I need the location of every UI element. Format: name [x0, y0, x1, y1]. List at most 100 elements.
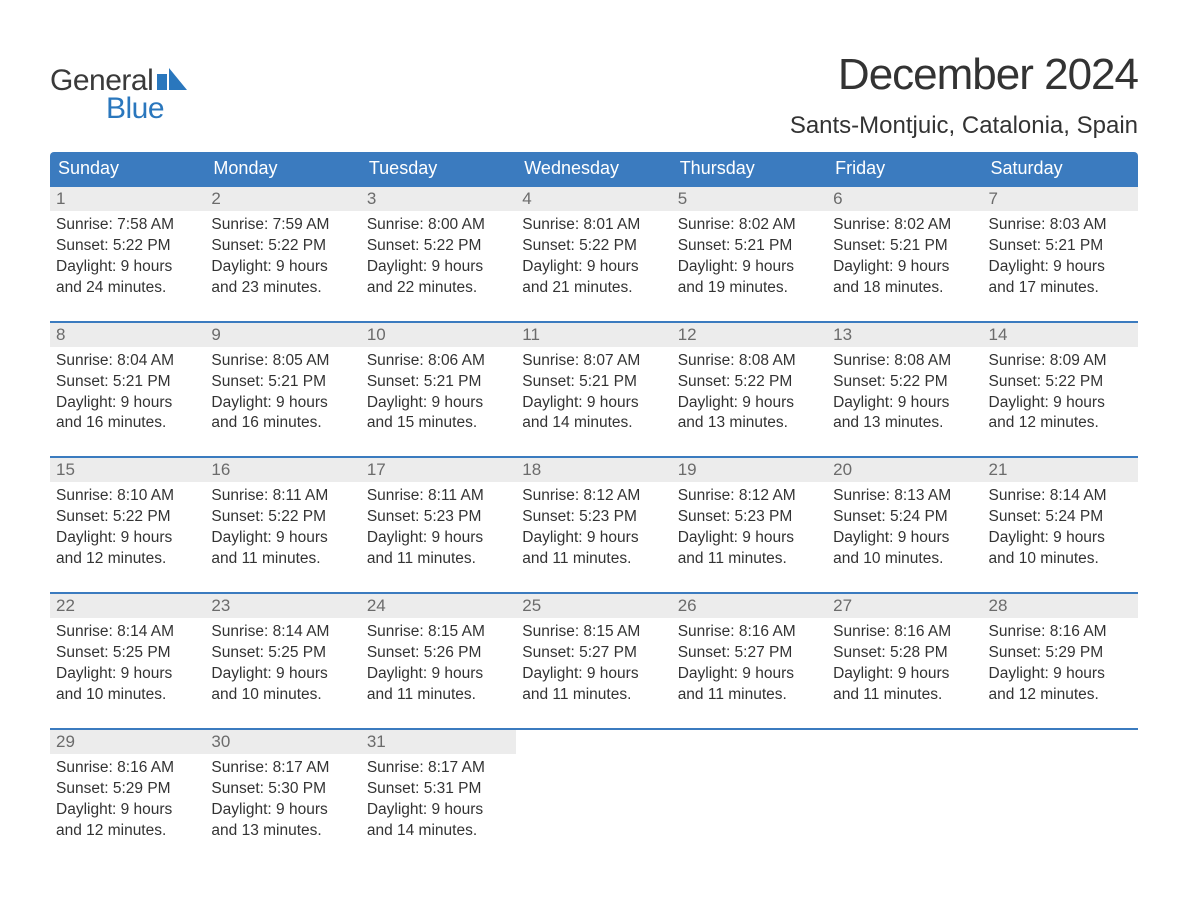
sunrise-text: Sunrise: 8:17 AM: [211, 758, 354, 779]
sunrise-text: Sunrise: 8:08 AM: [678, 351, 821, 372]
sunset-text: Sunset: 5:23 PM: [522, 507, 665, 528]
day-body: Sunrise: 8:11 AMSunset: 5:22 PMDaylight:…: [205, 482, 360, 570]
calendar-day: 29Sunrise: 8:16 AMSunset: 5:29 PMDayligh…: [50, 730, 205, 842]
calendar-day: 15Sunrise: 8:10 AMSunset: 5:22 PMDayligh…: [50, 458, 205, 570]
daylight-text-2: and 13 minutes.: [833, 413, 976, 434]
calendar-day: 12Sunrise: 8:08 AMSunset: 5:22 PMDayligh…: [672, 323, 827, 435]
calendar-day: [672, 730, 827, 842]
sunset-text: Sunset: 5:21 PM: [678, 236, 821, 257]
day-body: Sunrise: 8:13 AMSunset: 5:24 PMDaylight:…: [827, 482, 982, 570]
sunrise-text: Sunrise: 8:10 AM: [56, 486, 199, 507]
sunrise-text: Sunrise: 8:02 AM: [833, 215, 976, 236]
calendar-day: 2Sunrise: 7:59 AMSunset: 5:22 PMDaylight…: [205, 187, 360, 299]
daylight-text-2: and 11 minutes.: [211, 549, 354, 570]
daylight-text-1: Daylight: 9 hours: [367, 664, 510, 685]
sunrise-text: Sunrise: 7:59 AM: [211, 215, 354, 236]
daylight-text-2: and 17 minutes.: [989, 278, 1132, 299]
daylight-text-2: and 12 minutes.: [989, 685, 1132, 706]
calendar-day: 24Sunrise: 8:15 AMSunset: 5:26 PMDayligh…: [361, 594, 516, 706]
weekday-header: Sunday Monday Tuesday Wednesday Thursday…: [50, 152, 1138, 185]
daylight-text-1: Daylight: 9 hours: [367, 800, 510, 821]
day-number: 11: [516, 323, 671, 347]
weekday-friday: Friday: [827, 152, 982, 185]
day-number: 10: [361, 323, 516, 347]
day-body: Sunrise: 8:14 AMSunset: 5:25 PMDaylight:…: [205, 618, 360, 706]
sunset-text: Sunset: 5:21 PM: [989, 236, 1132, 257]
calendar-week: 1Sunrise: 7:58 AMSunset: 5:22 PMDaylight…: [50, 185, 1138, 299]
calendar-day: 4Sunrise: 8:01 AMSunset: 5:22 PMDaylight…: [516, 187, 671, 299]
day-body: Sunrise: 8:02 AMSunset: 5:21 PMDaylight:…: [827, 211, 982, 299]
sunset-text: Sunset: 5:27 PM: [678, 643, 821, 664]
calendar-day: 21Sunrise: 8:14 AMSunset: 5:24 PMDayligh…: [983, 458, 1138, 570]
daylight-text-1: Daylight: 9 hours: [678, 664, 821, 685]
daylight-text-2: and 11 minutes.: [522, 685, 665, 706]
sunrise-text: Sunrise: 8:02 AM: [678, 215, 821, 236]
calendar-day: 9Sunrise: 8:05 AMSunset: 5:21 PMDaylight…: [205, 323, 360, 435]
calendar-day: 25Sunrise: 8:15 AMSunset: 5:27 PMDayligh…: [516, 594, 671, 706]
sunrise-text: Sunrise: 8:14 AM: [56, 622, 199, 643]
calendar-day: 5Sunrise: 8:02 AMSunset: 5:21 PMDaylight…: [672, 187, 827, 299]
sunset-text: Sunset: 5:22 PM: [678, 372, 821, 393]
sunset-text: Sunset: 5:27 PM: [522, 643, 665, 664]
weekday-saturday: Saturday: [983, 152, 1138, 185]
day-number: 6: [827, 187, 982, 211]
calendar-week: 29Sunrise: 8:16 AMSunset: 5:29 PMDayligh…: [50, 728, 1138, 842]
day-body: Sunrise: 8:03 AMSunset: 5:21 PMDaylight:…: [983, 211, 1138, 299]
daylight-text-1: Daylight: 9 hours: [522, 664, 665, 685]
sunrise-text: Sunrise: 8:09 AM: [989, 351, 1132, 372]
day-body: Sunrise: 8:17 AMSunset: 5:31 PMDaylight:…: [361, 754, 516, 842]
calendar-day: 16Sunrise: 8:11 AMSunset: 5:22 PMDayligh…: [205, 458, 360, 570]
day-number: 28: [983, 594, 1138, 618]
day-number: 13: [827, 323, 982, 347]
day-body: Sunrise: 8:07 AMSunset: 5:21 PMDaylight:…: [516, 347, 671, 435]
day-body: Sunrise: 8:12 AMSunset: 5:23 PMDaylight:…: [672, 482, 827, 570]
sunrise-text: Sunrise: 8:15 AM: [367, 622, 510, 643]
day-body: Sunrise: 8:08 AMSunset: 5:22 PMDaylight:…: [672, 347, 827, 435]
day-body: Sunrise: 8:06 AMSunset: 5:21 PMDaylight:…: [361, 347, 516, 435]
day-body: Sunrise: 8:12 AMSunset: 5:23 PMDaylight:…: [516, 482, 671, 570]
calendar-week: 8Sunrise: 8:04 AMSunset: 5:21 PMDaylight…: [50, 321, 1138, 435]
day-number: 5: [672, 187, 827, 211]
sunset-text: Sunset: 5:25 PM: [56, 643, 199, 664]
daylight-text-1: Daylight: 9 hours: [211, 800, 354, 821]
calendar-day: 7Sunrise: 8:03 AMSunset: 5:21 PMDaylight…: [983, 187, 1138, 299]
logo-flag-icon: [157, 68, 187, 95]
day-body: Sunrise: 7:59 AMSunset: 5:22 PMDaylight:…: [205, 211, 360, 299]
sunset-text: Sunset: 5:25 PM: [211, 643, 354, 664]
day-number: 22: [50, 594, 205, 618]
sunset-text: Sunset: 5:26 PM: [367, 643, 510, 664]
daylight-text-2: and 11 minutes.: [678, 549, 821, 570]
sunrise-text: Sunrise: 8:14 AM: [211, 622, 354, 643]
sunrise-text: Sunrise: 8:01 AM: [522, 215, 665, 236]
daylight-text-2: and 11 minutes.: [678, 685, 821, 706]
sunset-text: Sunset: 5:22 PM: [56, 236, 199, 257]
calendar-day: 1Sunrise: 7:58 AMSunset: 5:22 PMDaylight…: [50, 187, 205, 299]
day-number: 3: [361, 187, 516, 211]
sunset-text: Sunset: 5:22 PM: [367, 236, 510, 257]
day-number: 19: [672, 458, 827, 482]
day-number: 9: [205, 323, 360, 347]
day-number: 29: [50, 730, 205, 754]
sunrise-text: Sunrise: 8:16 AM: [989, 622, 1132, 643]
daylight-text-2: and 10 minutes.: [989, 549, 1132, 570]
logo-text-blue: Blue: [106, 92, 187, 126]
daylight-text-1: Daylight: 9 hours: [367, 393, 510, 414]
sunset-text: Sunset: 5:21 PM: [211, 372, 354, 393]
sunset-text: Sunset: 5:21 PM: [367, 372, 510, 393]
daylight-text-2: and 12 minutes.: [56, 821, 199, 842]
day-body: Sunrise: 8:17 AMSunset: 5:30 PMDaylight:…: [205, 754, 360, 842]
day-body: Sunrise: 8:14 AMSunset: 5:25 PMDaylight:…: [50, 618, 205, 706]
daylight-text-1: Daylight: 9 hours: [833, 393, 976, 414]
daylight-text-2: and 13 minutes.: [211, 821, 354, 842]
sunset-text: Sunset: 5:22 PM: [522, 236, 665, 257]
daylight-text-2: and 10 minutes.: [833, 549, 976, 570]
calendar-day: 3Sunrise: 8:00 AMSunset: 5:22 PMDaylight…: [361, 187, 516, 299]
daylight-text-1: Daylight: 9 hours: [522, 257, 665, 278]
calendar-day: [827, 730, 982, 842]
day-body: Sunrise: 8:02 AMSunset: 5:21 PMDaylight:…: [672, 211, 827, 299]
daylight-text-2: and 11 minutes.: [522, 549, 665, 570]
calendar-day: [516, 730, 671, 842]
daylight-text-2: and 15 minutes.: [367, 413, 510, 434]
sunrise-text: Sunrise: 8:00 AM: [367, 215, 510, 236]
sunrise-text: Sunrise: 7:58 AM: [56, 215, 199, 236]
